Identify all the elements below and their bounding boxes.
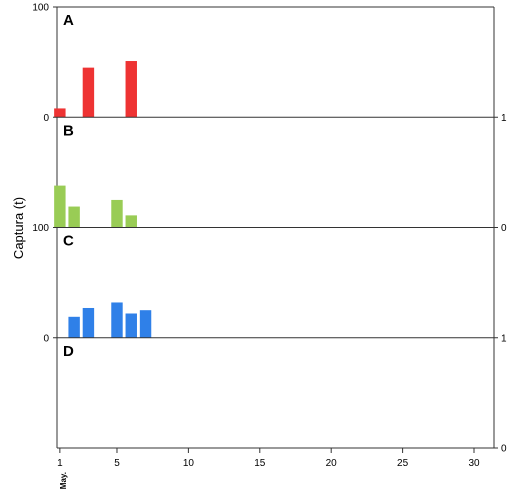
bar-c-day-7: [139, 310, 152, 338]
right-tick-label-0: 1: [501, 113, 507, 124]
panel-c: C: [57, 233, 494, 339]
panel-label-a: A: [63, 12, 74, 29]
x-tick-label-25: 25: [397, 458, 409, 469]
bar-c-day-3: [82, 307, 95, 338]
x-tick-label-5: 5: [114, 458, 120, 469]
month-label: May.: [59, 472, 68, 489]
x-tick-label-1: 1: [57, 458, 63, 469]
panel-b: B: [54, 122, 494, 228]
x-tick-label-20: 20: [326, 458, 338, 469]
right-tick-label-2: 1: [501, 333, 507, 344]
bar-a-day-6: [125, 61, 137, 118]
x-axis: 1 5 10 15 20 25 30: [57, 448, 480, 469]
right-tick-label-1: 0: [501, 223, 507, 234]
panel-label-d: D: [63, 343, 74, 360]
y-axis-label: Captura (t): [11, 197, 26, 259]
left-tick-label-1: 0: [43, 113, 49, 124]
bar-c-day-6: [125, 313, 137, 338]
bar-a-day-1: [54, 108, 66, 118]
bar-b-day-2: [68, 206, 80, 228]
bar-c-day-2: [68, 316, 80, 338]
panel-d: D: [57, 343, 494, 449]
panel-label-b: B: [63, 122, 74, 139]
panel-label-c: C: [63, 233, 74, 250]
left-tick-label-2: 100: [32, 223, 49, 234]
bar-b-day-5: [111, 199, 123, 228]
bar-c-day-5: [111, 302, 123, 338]
bar-b-day-6: [125, 215, 137, 228]
right-tick-label-3: 0: [501, 444, 507, 455]
left-tick-label-3: 0: [43, 333, 49, 344]
panels: A B C D: [54, 12, 494, 449]
right-axis-ticks: 1 0 1 0: [494, 113, 507, 455]
x-tick-label-10: 10: [183, 458, 195, 469]
left-tick-label-0: 100: [32, 3, 49, 14]
x-tick-label-30: 30: [468, 458, 480, 469]
bar-a-day-3: [82, 67, 95, 118]
bar-b-day-1: [54, 185, 66, 228]
left-axis-ticks: 100 0 100 0: [32, 3, 57, 344]
x-tick-label-15: 15: [254, 458, 266, 469]
panel-a: A: [54, 12, 494, 118]
